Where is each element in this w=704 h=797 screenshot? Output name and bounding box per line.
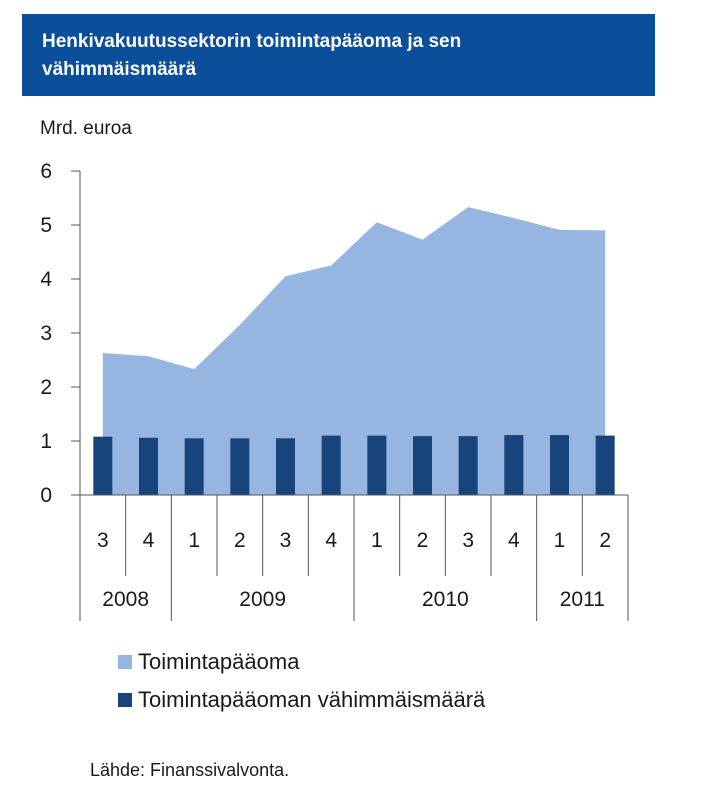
y-tick-label: 4	[40, 268, 52, 291]
bar-0	[93, 436, 113, 495]
legend-swatch-bar	[118, 693, 132, 707]
bar-3	[230, 438, 250, 495]
bar-8	[458, 436, 478, 495]
x-tick-label: 1	[371, 529, 383, 552]
y-axis-unit-label: Mrd. euroa	[40, 118, 132, 139]
legend-item-bar: Toimintapääoman vähimmäismäärä	[118, 681, 485, 719]
x-tick-label: 2	[234, 529, 246, 552]
x-tick-label: 3	[97, 529, 109, 552]
chart-title-bar: Henkivakuutussektorin toimintapääoma ja …	[22, 14, 655, 96]
bar-1	[139, 437, 158, 495]
x-tick-label: 3	[280, 529, 292, 552]
y-tick-label: 6	[40, 160, 52, 183]
y-tick-label: 1	[40, 430, 52, 453]
bar-4	[276, 438, 295, 495]
year-label: 2010	[422, 588, 469, 611]
bar-6	[367, 435, 387, 495]
x-tick-label: 1	[188, 529, 200, 552]
year-label: 2008	[102, 588, 149, 611]
year-label: 2011	[560, 588, 605, 611]
x-tick-label: 4	[325, 529, 337, 552]
area-series-toimintapaaoma	[102, 207, 606, 495]
y-tick-label: 5	[40, 214, 52, 237]
x-tick-label: 3	[462, 529, 474, 552]
legend-label-bar: Toimintapääoman vähimmäismäärä	[138, 687, 486, 712]
y-tick-label: 3	[40, 322, 52, 345]
y-tick-label: 2	[40, 376, 52, 399]
year-label: 2009	[239, 588, 286, 611]
legend-item-area: Toimintapääoma	[118, 643, 485, 681]
legend-swatch-area	[118, 655, 132, 669]
chart-plot: 0 1 2 3 4 5 6 3 4 1 2 3 4 1 2 3 4 1 2 2008 2009 2010 2011	[40, 160, 629, 621]
x-tick-label: 1	[554, 529, 566, 552]
bar-9	[504, 435, 524, 495]
chart-title: Henkivakuutussektorin toimintapääoma ja …	[42, 31, 462, 80]
x-tick-label: 2	[417, 529, 429, 552]
bar-7	[413, 436, 432, 495]
bar-5	[321, 435, 341, 495]
x-tick-label: 4	[508, 529, 520, 552]
bar-11	[595, 435, 615, 495]
bar-2	[184, 438, 204, 495]
legend: Toimintapääoma Toimintapääoman vähimmäis…	[118, 643, 485, 719]
bar-10	[550, 435, 569, 495]
x-tick-label: 4	[143, 529, 155, 552]
y-tick-label: 0	[40, 484, 52, 507]
legend-label-area: Toimintapääoma	[138, 649, 300, 674]
x-tick-label: 2	[599, 529, 611, 552]
source-note: Lähde: Finanssivalvonta.	[90, 760, 290, 780]
